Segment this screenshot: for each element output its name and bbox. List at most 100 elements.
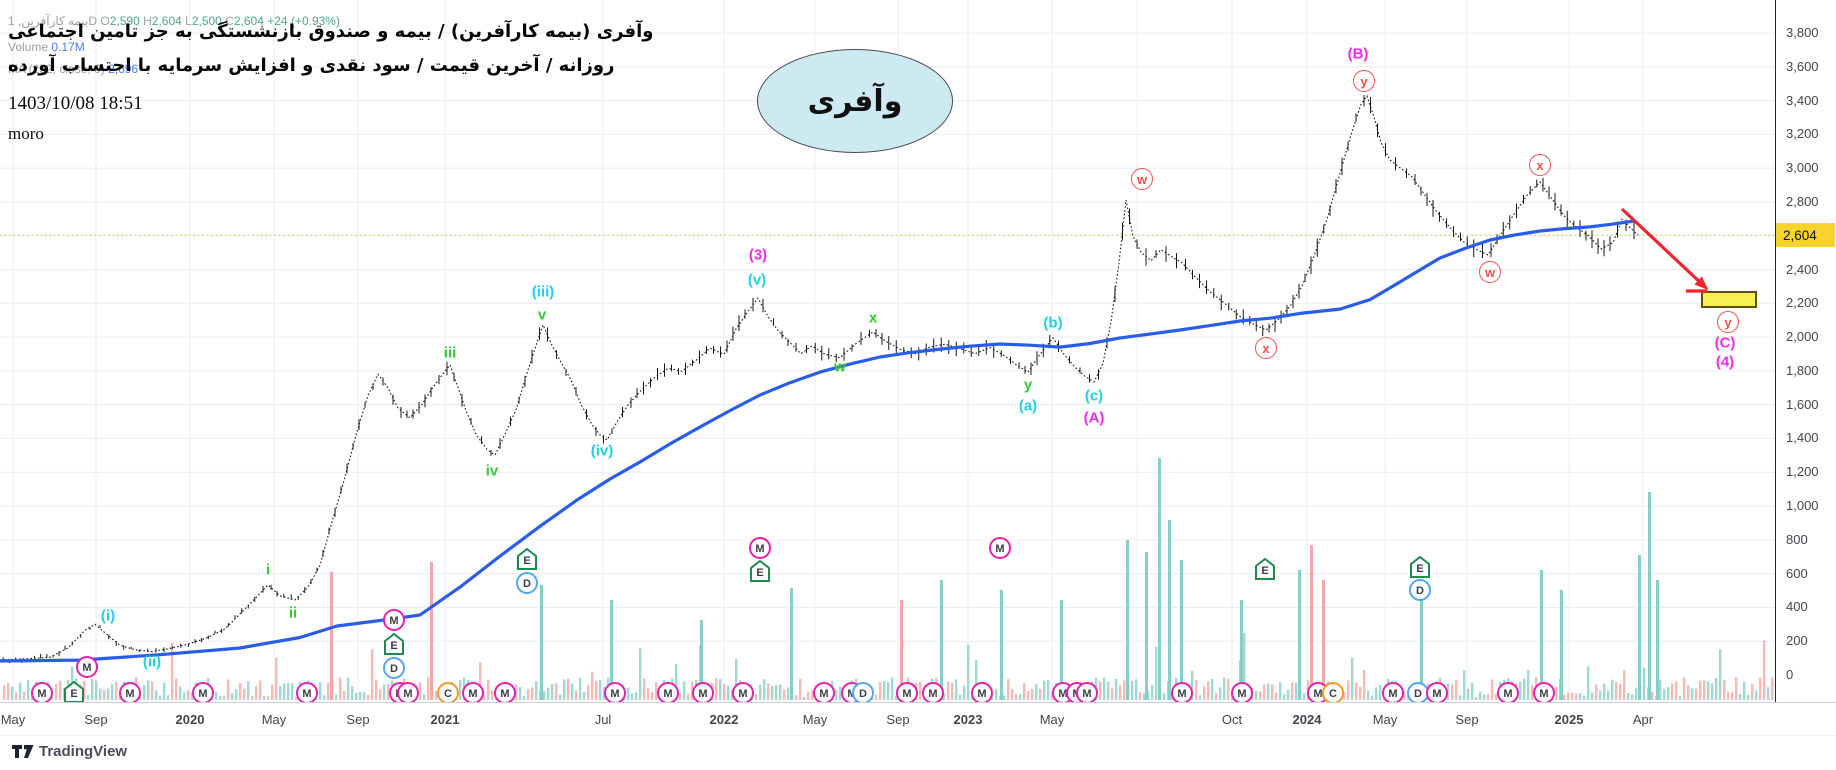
- event-badge-E[interactable]: [750, 559, 770, 582]
- volume-bar: [595, 681, 598, 700]
- price-series-line[interactable]: [0, 94, 1639, 661]
- volume-bar: [1111, 688, 1114, 700]
- legend-symbol-row[interactable]: بیمه کارآفرین, 1D O2,590 H2,604 L2,500 C…: [8, 14, 340, 28]
- event-badge-letter: E: [523, 555, 530, 567]
- chart-title-line1[interactable]: وآفری (بیمه کارآفرین) / بیمه و صندوق باز…: [8, 21, 654, 42]
- volume-bar: [363, 692, 366, 700]
- volume-bar: [1599, 690, 1602, 700]
- event-badge-M[interactable]: [749, 537, 771, 559]
- volume-spike-bar: [1180, 560, 1183, 700]
- volume-bar: [435, 690, 438, 700]
- event-badge-E[interactable]: [1255, 557, 1275, 580]
- chart-title-line2[interactable]: روزانه / آخرین قیمت / سود نقدی و افزایش …: [8, 55, 615, 76]
- volume-bar: [111, 684, 114, 700]
- event-badge-letter: M: [125, 688, 134, 700]
- volume-bar: [1707, 681, 1710, 700]
- target-price-box[interactable]: [1701, 291, 1757, 308]
- symbol-bubble-ellipse[interactable]: وآفری: [757, 49, 953, 153]
- volume-bar: [1767, 687, 1770, 700]
- volume-bar: [1123, 680, 1126, 700]
- event-badge-letter: D: [859, 688, 867, 700]
- volume-bar: [559, 694, 562, 700]
- volume-bar: [1659, 680, 1662, 700]
- volume-bar: [1519, 681, 1522, 700]
- volume-bar: [1099, 681, 1102, 700]
- volume-bar: [1403, 690, 1406, 700]
- volume-bar: [95, 680, 98, 700]
- legend-ma-row[interactable]: MA (252, close, 0) 2,696: [8, 62, 138, 76]
- event-badge-E[interactable]: [517, 547, 537, 570]
- legend-volume-row[interactable]: Volume 0.17M: [8, 40, 85, 54]
- volume-bar: [1595, 684, 1598, 700]
- volume-spike-bar: [430, 562, 433, 700]
- volume-bar: [1103, 677, 1106, 700]
- volume-bar: [99, 688, 102, 700]
- event-badge-M[interactable]: [76, 656, 98, 678]
- volume-bar: [1467, 688, 1470, 700]
- chart-datetime[interactable]: 1403/10/08 18:51: [8, 93, 143, 114]
- event-badge-letter: M: [698, 688, 707, 700]
- volume-bar: [1379, 684, 1382, 700]
- price-axis-tick: 600: [1786, 565, 1808, 581]
- event-badge-D[interactable]: [383, 657, 405, 679]
- volume-bar: [567, 678, 570, 700]
- event-badge-letter: M: [468, 688, 477, 700]
- volume-bar: [1719, 649, 1722, 700]
- volume-bar: [1011, 689, 1014, 700]
- volume-bar: [1635, 688, 1638, 700]
- volume-bar: [1195, 680, 1198, 700]
- event-badge-D[interactable]: [1409, 579, 1431, 601]
- trend-arrow-line[interactable]: [1620, 207, 1706, 288]
- time-axis[interactable]: May Sep 2020 May Sep 2021 Jul 2022 May Sep 2023 May…: [0, 702, 1836, 736]
- price-axis-tick: 1,800: [1786, 362, 1819, 378]
- volume-bar: [1575, 693, 1578, 700]
- volume-bar: [427, 677, 430, 700]
- event-badge-letter: E: [756, 567, 763, 579]
- volume-bar: [583, 692, 586, 700]
- volume-bar: [1495, 693, 1498, 700]
- volume-bar: [1051, 692, 1054, 700]
- volume-bar: [147, 680, 150, 700]
- volume-bar: [587, 685, 590, 700]
- volume-bar: [387, 683, 390, 700]
- event-badge-E[interactable]: [384, 632, 404, 655]
- volume-spike-bar: [1648, 492, 1651, 700]
- time-axis-label: 2020: [175, 712, 205, 727]
- volume-bar: [1223, 677, 1226, 700]
- time-axis-label: 2021: [430, 712, 460, 727]
- open-value: 2,590: [109, 14, 140, 28]
- tradingview-logo[interactable]: TradingView: [12, 743, 127, 760]
- volume-bar: [1607, 690, 1610, 700]
- volume-bar: [175, 678, 178, 700]
- volume-bar: [15, 692, 18, 700]
- event-badge-E[interactable]: [1410, 555, 1430, 578]
- volume-bar: [1715, 677, 1718, 700]
- event-badge-letter: M: [663, 688, 672, 700]
- low-value: 2,500: [191, 14, 222, 28]
- event-badge-M[interactable]: [989, 537, 1011, 559]
- volume-bar: [1679, 695, 1682, 700]
- volume-bar: [639, 648, 642, 700]
- ma-line[interactable]: [0, 219, 1635, 663]
- volume-spike-bar: [900, 600, 903, 700]
- chart-signature[interactable]: moro: [8, 124, 44, 143]
- volume-bar: [87, 695, 90, 700]
- price-axis-tick: 2,400: [1786, 261, 1819, 277]
- volume-bar: [1199, 695, 1202, 700]
- volume-bar: [1527, 670, 1530, 700]
- volume-bar: [1283, 694, 1286, 700]
- event-badge-D[interactable]: [516, 572, 538, 594]
- volume-bar: [1455, 679, 1458, 700]
- volume-bar: [1375, 687, 1378, 700]
- volume-bar: [179, 686, 182, 700]
- price-axis[interactable]: 2,604 0 200 400 600 800 1,000 1,200 1,400 1,600 1…: [1775, 0, 1836, 702]
- volume-bar: [783, 689, 786, 700]
- volume-bar: [1139, 692, 1142, 700]
- volume-bar: [627, 687, 630, 700]
- volume-spike-bar: [1145, 552, 1148, 700]
- volume-bar: [1255, 690, 1258, 700]
- price-axis-tick: 3,200: [1786, 126, 1819, 142]
- volume-bar: [1747, 694, 1750, 700]
- event-badge-M[interactable]: [383, 609, 405, 631]
